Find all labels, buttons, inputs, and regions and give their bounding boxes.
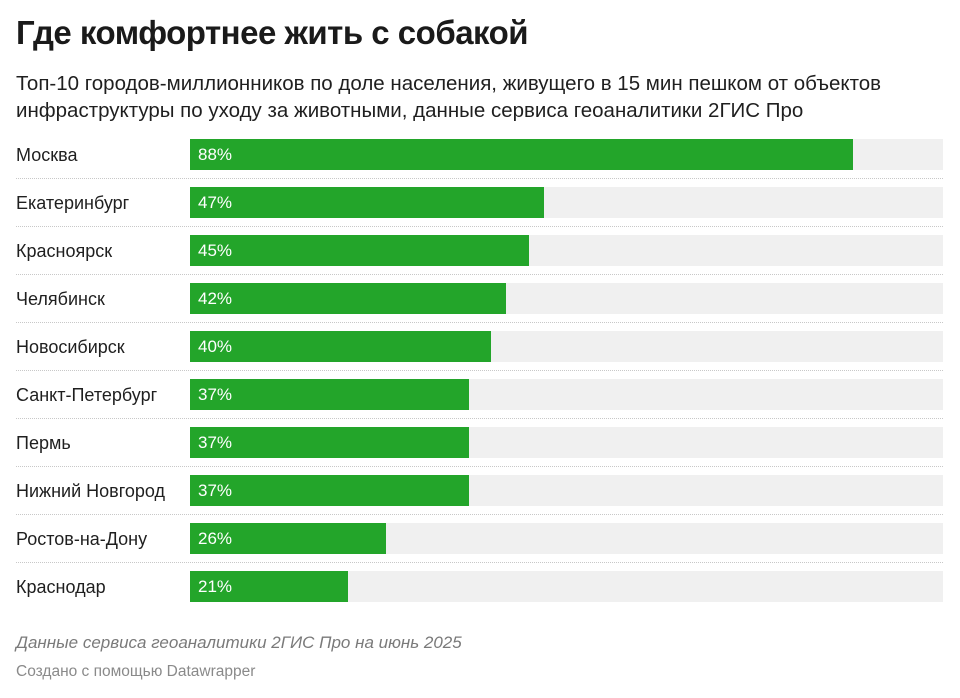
value-label: 37% [198, 385, 233, 404]
bar-row: Новосибирск 40% [0, 323, 960, 371]
category-label: Красноярск [16, 241, 113, 261]
bar-track: 26% [190, 523, 943, 554]
bar: 88% [190, 139, 853, 170]
category-label: Москва [16, 145, 78, 165]
bar-row: Москва 88% [0, 131, 960, 179]
bar-row: Ростов-на-Дону 26% [0, 515, 960, 563]
bar: 42% [190, 283, 507, 314]
bar-track: 37% [190, 427, 943, 458]
bar-chart: Москва 88% Екатеринбург 47% Красноярск 45% Чел… [0, 131, 960, 611]
value-label: 26% [198, 529, 233, 548]
bar-row: Пермь 37% [0, 419, 960, 467]
bar-track: 37% [190, 475, 943, 506]
bar-track: 47% [190, 187, 943, 218]
value-label: 88% [198, 145, 233, 164]
bar-row: Екатеринбург 47% [0, 179, 960, 227]
bar: 37% [190, 427, 469, 458]
value-label: 45% [198, 241, 233, 260]
bar-track: 88% [190, 139, 943, 170]
bar: 37% [190, 475, 469, 506]
bar-track: 40% [190, 331, 943, 362]
bar: 21% [190, 571, 349, 602]
bar-row: Краснодар 21% [0, 563, 960, 611]
value-label: 37% [198, 481, 233, 500]
row-separator [16, 274, 943, 275]
bar-row: Санкт-Петербург 37% [0, 371, 960, 419]
category-label: Челябинск [16, 289, 105, 309]
bar: 45% [190, 235, 529, 266]
bar-track: 37% [190, 379, 943, 410]
bar-track: 42% [190, 283, 943, 314]
category-label: Краснодар [16, 577, 106, 597]
bar-track: 21% [190, 571, 943, 602]
category-label: Екатеринбург [16, 193, 130, 213]
value-label: 21% [198, 577, 233, 596]
category-label: Санкт-Петербург [16, 385, 158, 405]
value-label: 42% [198, 289, 233, 308]
category-label: Пермь [16, 433, 71, 453]
row-separator [16, 562, 943, 563]
value-label: 37% [198, 433, 233, 452]
source-note: Данные сервиса геоаналитики 2ГИС Про на … [16, 633, 462, 652]
row-separator [16, 514, 943, 515]
row-separator [16, 418, 943, 419]
bar: 37% [190, 379, 469, 410]
row-separator [16, 322, 943, 323]
chart-title: Где комфортнее жить с собакой [16, 14, 529, 51]
bar: 40% [190, 331, 492, 362]
row-separator [16, 178, 943, 179]
credit-link[interactable]: Создано с помощью Datawrapper [16, 663, 256, 680]
bar-row: Нижний Новгород 37% [0, 467, 960, 515]
category-label: Нижний Новгород [16, 481, 166, 501]
bar: 26% [190, 523, 386, 554]
row-separator [16, 466, 943, 467]
category-label: Ростов-на-Дону [16, 529, 148, 549]
category-label: Новосибирск [16, 337, 125, 357]
bar-track: 45% [190, 235, 943, 266]
value-label: 40% [198, 337, 233, 356]
bar-row: Красноярск 45% [0, 227, 960, 275]
value-label: 47% [198, 193, 233, 212]
row-separator [16, 226, 943, 227]
bar-row: Челябинск 42% [0, 275, 960, 323]
bar: 47% [190, 187, 544, 218]
row-separator [16, 370, 943, 371]
chart-subtitle: Топ-10 городов-миллионников по доле насе… [16, 72, 882, 122]
